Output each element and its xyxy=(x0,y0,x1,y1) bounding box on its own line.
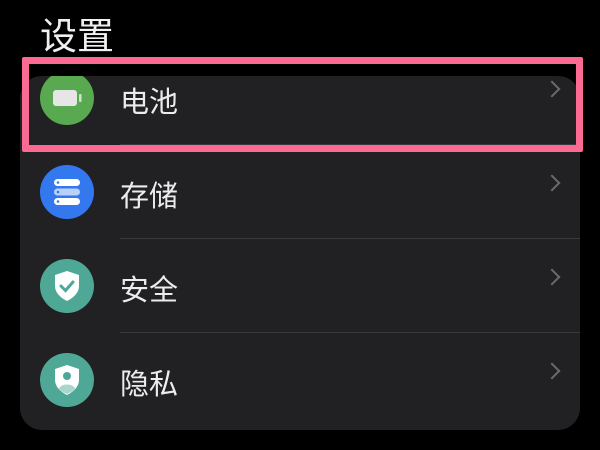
list-item-storage[interactable]: 存储 xyxy=(20,145,580,239)
list-item-privacy[interactable]: 隐私 xyxy=(20,333,580,427)
settings-list: 电池 存储 安全 隐私 xyxy=(20,76,580,430)
item-label: 隐私 xyxy=(120,367,179,401)
battery-icon xyxy=(40,76,94,125)
divider xyxy=(120,238,580,239)
divider xyxy=(120,332,580,333)
chevron-right-icon xyxy=(543,362,561,380)
item-label: 安全 xyxy=(120,273,179,307)
list-item-battery[interactable]: 电池 xyxy=(20,76,580,145)
page-title: 设置 xyxy=(40,15,114,58)
chevron-right-icon xyxy=(543,268,561,286)
item-label: 存储 xyxy=(120,179,179,213)
shield-check-icon xyxy=(40,259,94,313)
item-label: 电池 xyxy=(120,85,179,119)
highlight-box xyxy=(22,57,583,152)
shield-person-icon xyxy=(40,353,94,407)
storage-icon xyxy=(40,165,94,219)
divider xyxy=(120,144,580,145)
chevron-right-icon xyxy=(543,174,561,192)
list-item-security[interactable]: 安全 xyxy=(20,239,580,333)
